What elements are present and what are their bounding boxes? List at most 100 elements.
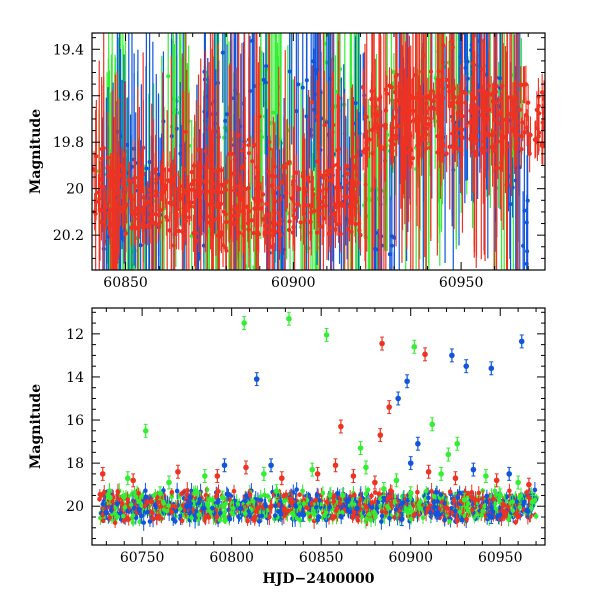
data-point <box>251 230 256 236</box>
data-point <box>363 114 368 120</box>
y-tick-label: 19.8 <box>53 135 84 151</box>
data-point <box>402 138 407 143</box>
data-point <box>399 86 405 91</box>
data-point <box>483 148 488 153</box>
data-point <box>533 513 539 519</box>
plot-area <box>92 13 545 287</box>
data-point <box>121 518 127 524</box>
data-point <box>291 179 296 185</box>
data-point <box>183 218 189 224</box>
data-point <box>273 174 278 179</box>
data-point <box>255 187 261 192</box>
data-point <box>431 98 436 104</box>
data-point <box>390 148 395 153</box>
data-point <box>232 171 237 176</box>
data-point <box>500 83 505 88</box>
data-point <box>392 277 396 281</box>
data-point <box>267 514 272 520</box>
data-point <box>467 120 473 125</box>
data-point <box>195 177 200 183</box>
data-point <box>451 145 456 151</box>
data-point <box>129 225 134 230</box>
data-point <box>136 216 141 221</box>
data-point <box>450 131 455 136</box>
data-point <box>236 133 241 138</box>
data-point <box>206 515 212 520</box>
data-point <box>313 68 318 73</box>
data-point <box>263 80 268 85</box>
data-point <box>520 120 525 125</box>
data-point <box>255 505 260 511</box>
data-point <box>181 167 186 172</box>
data-point <box>141 145 146 150</box>
data-point <box>331 212 337 217</box>
data-point <box>158 176 163 181</box>
data-point <box>353 101 358 106</box>
data-point <box>181 188 186 193</box>
data-point <box>312 208 317 214</box>
data-point <box>416 91 421 97</box>
data-point <box>393 74 398 79</box>
data-point <box>337 166 342 171</box>
data-point <box>363 146 368 152</box>
data-point <box>269 120 274 125</box>
data-point <box>141 520 146 525</box>
data-point <box>161 488 166 493</box>
data-point <box>161 167 166 172</box>
data-point <box>216 202 221 207</box>
data-point <box>106 210 111 215</box>
data-point <box>440 95 445 101</box>
data-point <box>372 490 378 495</box>
data-point <box>425 507 430 512</box>
data-point <box>336 177 341 182</box>
data-point <box>401 105 406 110</box>
data-point <box>266 169 271 174</box>
data-point <box>504 494 510 500</box>
data-point <box>223 180 229 185</box>
data-point <box>238 192 243 198</box>
data-point <box>256 206 262 211</box>
data-point <box>357 228 362 233</box>
data-point <box>460 13 464 17</box>
data-point <box>361 85 366 90</box>
data-point <box>323 195 328 200</box>
data-point <box>187 204 192 209</box>
data-point <box>379 513 385 519</box>
x-tick-label: 60850 <box>103 275 148 291</box>
data-point <box>471 514 477 520</box>
axes-frame <box>91 32 546 271</box>
data-point <box>369 493 374 499</box>
plot-area <box>97 311 539 531</box>
x-tick-label: 60950 <box>439 275 484 291</box>
data-point <box>129 250 134 255</box>
data-point <box>474 95 479 101</box>
data-point <box>507 488 512 494</box>
data-point <box>532 137 538 143</box>
data-point <box>228 185 233 190</box>
data-point <box>273 199 278 204</box>
data-point <box>410 156 415 161</box>
data-point <box>245 283 249 287</box>
data-point <box>251 15 255 19</box>
data-point <box>338 231 343 237</box>
data-point <box>246 185 251 191</box>
data-point <box>300 85 305 90</box>
data-point <box>250 159 255 164</box>
data-point <box>425 94 431 99</box>
data-point <box>414 116 419 122</box>
data-point <box>138 243 143 248</box>
data-point <box>482 139 487 144</box>
data-point <box>159 180 164 185</box>
data-point <box>114 245 119 250</box>
data-point <box>477 39 482 44</box>
data-point <box>416 138 421 143</box>
data-point <box>352 492 357 498</box>
data-point <box>409 147 414 153</box>
data-point <box>207 202 212 207</box>
data-point <box>132 175 138 180</box>
x-tick-label: 60900 <box>271 275 316 291</box>
data-point <box>494 84 499 89</box>
data-point <box>291 224 296 230</box>
data-point <box>523 82 529 87</box>
y-tick-label: 19.4 <box>53 42 84 58</box>
